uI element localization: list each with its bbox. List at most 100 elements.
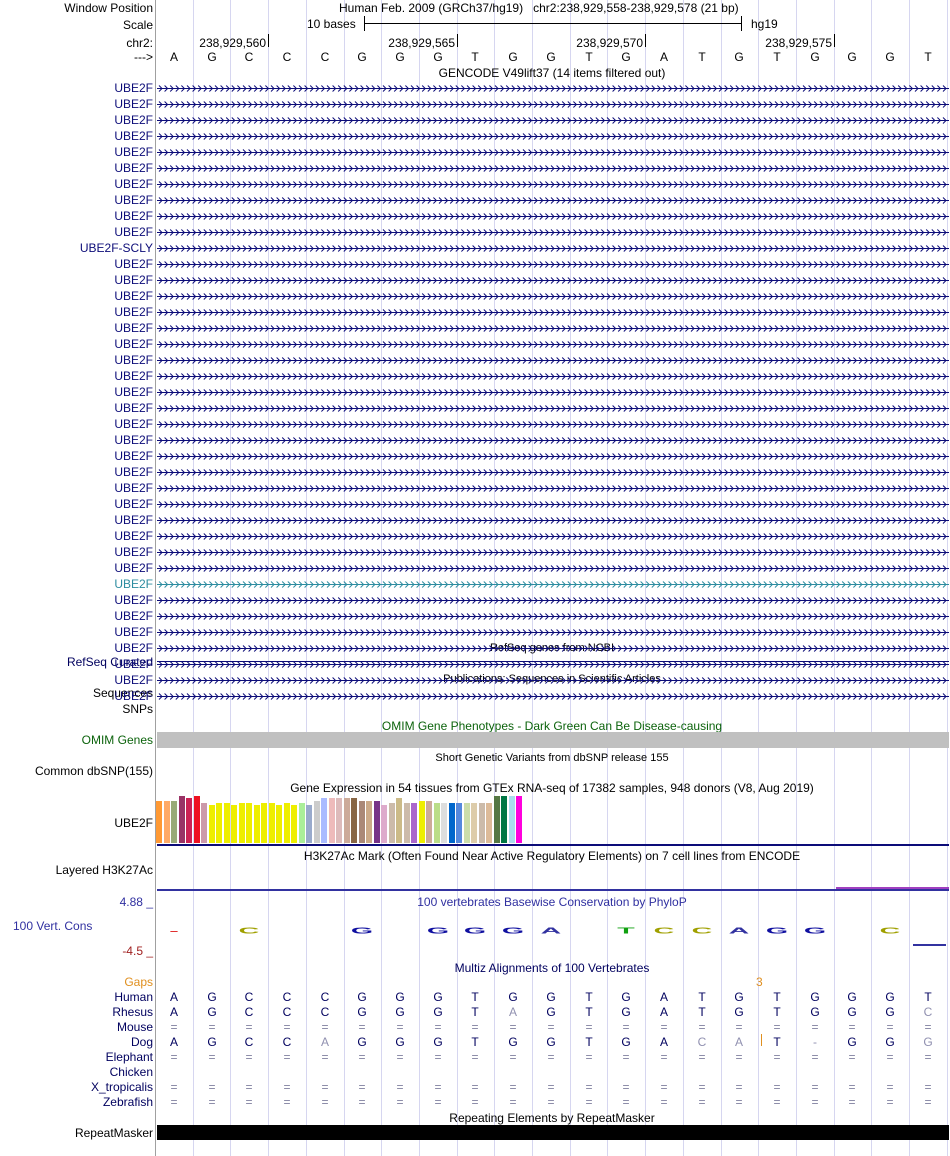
gencode-gene-label[interactable]: UBE2F <box>114 161 153 175</box>
gtex-tissue-bar[interactable] <box>268 803 275 843</box>
gtex-tissue-bar[interactable] <box>448 803 455 843</box>
gtex-tissue-bar[interactable] <box>493 796 500 843</box>
gtex-tissue-bar[interactable] <box>471 803 477 843</box>
multiz-species-label[interactable]: X_tropicalis <box>90 1080 153 1094</box>
gencode-gene-arrow-line[interactable] <box>157 356 949 365</box>
gtex-tissue-bar[interactable] <box>396 798 402 843</box>
gtex-tissue-bar[interactable] <box>201 803 207 843</box>
gencode-gene-label[interactable]: UBE2F <box>114 673 153 687</box>
gtex-tissue-bar[interactable] <box>463 803 470 843</box>
gencode-gene-arrow-line[interactable] <box>157 244 949 253</box>
multiz-species-label[interactable]: Elephant <box>105 1050 153 1064</box>
gencode-gene-arrow-line[interactable] <box>157 436 949 445</box>
gencode-gene-arrow-line[interactable] <box>157 116 949 125</box>
gencode-gene-arrow-line[interactable] <box>157 276 949 285</box>
gtex-tissue-bar[interactable] <box>478 803 485 843</box>
refseq-track-label[interactable]: RefSeq Curated <box>66 655 153 669</box>
gencode-gene-arrow-line[interactable] <box>157 132 949 141</box>
gtex-tissue-bar[interactable] <box>171 801 177 843</box>
gencode-gene-label[interactable]: UBE2F <box>114 465 153 479</box>
gtex-tissue-bar[interactable] <box>246 803 252 843</box>
gencode-gene-arrow-line[interactable] <box>157 676 949 685</box>
gencode-gene-label[interactable]: UBE2F <box>114 513 153 527</box>
omim-gene-bar[interactable] <box>157 732 949 748</box>
multiz-species-label[interactable]: Human <box>114 990 153 1004</box>
gencode-gene-arrow-line[interactable] <box>157 196 949 205</box>
dbsnp-track-title[interactable]: Short Genetic Variants from dbSNP releas… <box>435 752 669 764</box>
gencode-gene-arrow-line[interactable] <box>157 516 949 525</box>
repeatmasker-track-label[interactable]: RepeatMasker <box>74 1126 153 1140</box>
gencode-gene-arrow-line[interactable] <box>157 292 949 301</box>
gencode-gene-label[interactable]: UBE2F <box>114 449 153 463</box>
gencode-gene-label[interactable]: UBE2F <box>114 305 153 319</box>
gencode-gene-label[interactable]: UBE2F <box>114 497 153 511</box>
gtex-tissue-bar[interactable] <box>193 796 200 843</box>
gencode-gene-arrow-line[interactable] <box>157 644 949 653</box>
omim-track-label[interactable]: OMIM Genes <box>81 733 153 747</box>
gencode-gene-label[interactable]: UBE2F <box>114 577 153 591</box>
repeatmasker-bar[interactable] <box>157 1125 949 1140</box>
gencode-gene-arrow-line[interactable] <box>157 212 949 221</box>
gtex-tissue-bar[interactable] <box>411 803 417 843</box>
gencode-gene-arrow-line[interactable] <box>157 164 949 173</box>
gtex-tissue-bar[interactable] <box>163 801 170 843</box>
gtex-tissue-bar[interactable] <box>238 803 245 843</box>
gencode-gene-arrow-line[interactable] <box>157 308 949 317</box>
gencode-gene-label[interactable]: UBE2F <box>114 337 153 351</box>
dbsnp-track-label[interactable]: Common dbSNP(155) <box>34 764 153 778</box>
publications-sequences-label[interactable]: Sequences <box>92 686 153 700</box>
gencode-gene-arrow-line[interactable] <box>157 148 949 157</box>
gencode-gene-arrow-line[interactable] <box>157 388 949 397</box>
multiz-species-label[interactable]: Dog <box>130 1035 153 1049</box>
gtex-tissue-bar[interactable] <box>426 801 432 843</box>
gtex-tissue-bar[interactable] <box>343 798 350 843</box>
gencode-gene-arrow-line[interactable] <box>157 228 949 237</box>
gtex-tissue-bar[interactable] <box>156 801 162 843</box>
gtex-tissue-bar[interactable] <box>456 803 462 843</box>
gtex-tissue-bar[interactable] <box>306 805 312 843</box>
gtex-tissue-bar[interactable] <box>291 805 297 843</box>
h3k27ac-signal-line[interactable] <box>157 889 949 891</box>
gtex-tissue-bar[interactable] <box>351 798 357 843</box>
gencode-gene-arrow-line[interactable] <box>157 692 949 701</box>
gtex-tissue-bar[interactable] <box>508 796 515 843</box>
gencode-gene-label[interactable]: UBE2F-SCLY <box>79 241 153 255</box>
gencode-gene-label[interactable]: UBE2F <box>114 593 153 607</box>
gencode-gene-label[interactable]: UBE2F <box>114 657 153 671</box>
gtex-tissue-bar[interactable] <box>298 803 305 843</box>
gencode-gene-label[interactable]: UBE2F <box>114 97 153 111</box>
phylop-track-label[interactable]: 100 Vert. Cons <box>13 919 93 933</box>
omim-track-title[interactable]: OMIM Gene Phenotypes - Dark Green Can Be… <box>381 719 723 733</box>
gtex-tissue-bar[interactable] <box>516 796 522 843</box>
gtex-tissue-bar[interactable] <box>216 803 222 843</box>
gtex-tissue-bar[interactable] <box>186 798 192 843</box>
gtex-tissue-bar[interactable] <box>336 798 342 843</box>
gencode-gene-label[interactable]: UBE2F <box>114 193 153 207</box>
gtex-tissue-bar[interactable] <box>253 805 260 843</box>
gtex-tissue-bar[interactable] <box>501 796 507 843</box>
gencode-gene-arrow-line[interactable] <box>157 372 949 381</box>
gencode-gene-label[interactable]: UBE2F <box>114 481 153 495</box>
h3k27ac-track-title[interactable]: H3K27Ac Mark (Often Found Near Active Re… <box>303 849 801 863</box>
gtex-tissue-bar[interactable] <box>261 803 267 843</box>
gencode-gene-label[interactable]: UBE2F <box>114 257 153 271</box>
repeatmasker-track-title[interactable]: Repeating Elements by RepeatMasker <box>449 1111 655 1125</box>
gencode-gene-arrow-line[interactable] <box>157 180 949 189</box>
gencode-gene-label[interactable]: UBE2F <box>114 321 153 335</box>
gencode-gene-label[interactable]: UBE2F <box>114 641 153 655</box>
gencode-gene-label[interactable]: UBE2F <box>114 545 153 559</box>
gencode-gene-arrow-line[interactable] <box>157 564 949 573</box>
gencode-gene-arrow-line[interactable] <box>157 660 949 669</box>
gencode-gene-arrow-line[interactable] <box>157 500 949 509</box>
gtex-tissue-bar[interactable] <box>283 803 290 843</box>
gencode-gene-label[interactable]: UBE2F <box>114 177 153 191</box>
multiz-species-label[interactable]: Zebrafish <box>102 1095 153 1109</box>
h3k27ac-signal-peak[interactable] <box>836 887 949 889</box>
gencode-gene-arrow-line[interactable] <box>157 484 949 493</box>
gtex-track-title[interactable]: Gene Expression in 54 tissues from GTEx … <box>290 781 814 795</box>
gencode-gene-label[interactable]: UBE2F <box>114 145 153 159</box>
multiz-species-label[interactable]: Mouse <box>116 1020 153 1034</box>
multiz-track-title[interactable]: Multiz Alignments of 100 Vertebrates <box>454 961 650 975</box>
gtex-tissue-bar[interactable] <box>328 798 335 843</box>
